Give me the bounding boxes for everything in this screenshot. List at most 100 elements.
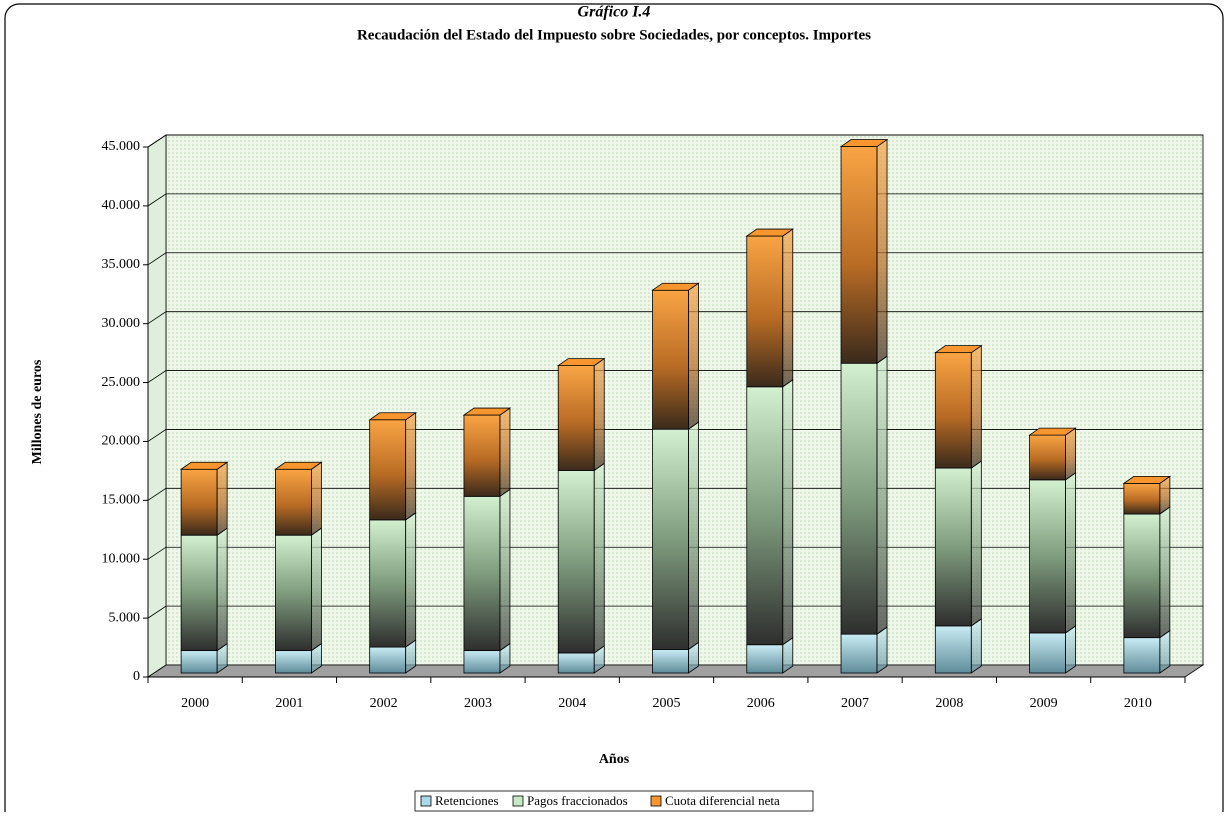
bar-side	[688, 282, 699, 430]
bar-side	[499, 488, 511, 652]
bar-segment	[652, 428, 689, 650]
y-tick-label: 40.000	[102, 198, 141, 213]
x-tick-label: 2001	[275, 696, 303, 711]
bar-top	[1028, 427, 1077, 436]
bar-segment	[275, 534, 312, 652]
y-tick-label: 25.000	[102, 375, 141, 390]
bar-segment	[840, 146, 878, 364]
bar-segment	[1029, 434, 1066, 481]
frame	[4, 3, 1224, 817]
bar-top	[462, 407, 512, 416]
bar-top	[839, 139, 889, 147]
bar-side	[970, 618, 982, 674]
y-axis-label: Millones de euros	[30, 359, 45, 464]
bar-segment	[934, 352, 972, 469]
grid-line	[147, 134, 1203, 148]
chart-subtitle: Recaudación del Estado del Impuesto sobr…	[357, 27, 871, 43]
bar-segment	[463, 650, 501, 674]
bar-side	[311, 461, 322, 536]
bar-side	[216, 527, 228, 652]
bar-side	[405, 412, 417, 521]
bar-segment	[1029, 479, 1066, 634]
bar-segment	[180, 534, 218, 652]
chart-title: Gráfico I.4	[578, 4, 651, 21]
x-tick-label: 2009	[1030, 696, 1058, 711]
x-tick-label: 2010	[1124, 696, 1152, 711]
x-tick-label: 2008	[935, 696, 963, 711]
legend-label: Retenciones	[435, 793, 499, 808]
bar-top	[934, 345, 983, 354]
bar-segment	[557, 470, 595, 654]
bar-top	[1122, 475, 1172, 484]
x-tick-label: 2007	[841, 696, 869, 711]
x-tick-label: 2002	[370, 696, 398, 711]
x-tick-label: 2004	[558, 696, 586, 711]
bar-top	[651, 282, 700, 291]
bar-side	[405, 512, 417, 648]
legend-swatch	[512, 795, 524, 807]
y-tick-label: 5.000	[109, 610, 141, 625]
bar-segment	[369, 519, 407, 648]
side-wall	[147, 134, 167, 678]
bar-side	[216, 461, 228, 536]
bar-segment	[746, 386, 784, 646]
bar-side	[593, 462, 605, 654]
bar-top	[368, 412, 417, 421]
bar-side	[593, 357, 605, 472]
bar-side	[876, 138, 888, 365]
bar-segment	[369, 646, 407, 674]
bar-segment	[1123, 637, 1161, 674]
bar-segment	[463, 414, 501, 497]
legend-swatch	[420, 795, 432, 807]
bar-side	[311, 527, 322, 652]
bar-segment	[1123, 482, 1161, 515]
bar-segment	[652, 649, 689, 674]
y-tick-label: 0	[133, 669, 140, 684]
bar-top	[556, 358, 606, 367]
bar-side	[782, 379, 794, 646]
y-tick-label: 45.000	[102, 139, 141, 154]
y-tick-label: 15.000	[102, 493, 141, 508]
bar-side	[1159, 506, 1171, 639]
bar-segment	[934, 467, 972, 627]
bar-side	[688, 421, 699, 651]
bar-segment	[557, 365, 595, 471]
bar-side	[499, 407, 511, 498]
x-tick-label: 2003	[464, 696, 492, 711]
y-tick-label: 35.000	[102, 257, 141, 272]
bar-segment	[1123, 513, 1161, 639]
bar-segment	[746, 644, 784, 674]
bar-side	[1065, 427, 1076, 481]
bar-segment	[840, 633, 878, 674]
legend-label: Pagos fraccionados	[527, 793, 628, 808]
bar-segment	[463, 495, 501, 652]
bar-side	[782, 228, 794, 388]
bar-segment	[652, 289, 689, 430]
bar-segment	[275, 468, 312, 536]
bar-side	[1065, 472, 1076, 634]
bar-top	[274, 461, 323, 470]
y-tick-label: 30.000	[102, 316, 141, 331]
y-tick-label: 20.000	[102, 434, 141, 449]
legend-label: Cuota diferencial neta	[665, 793, 780, 808]
bar-segment	[180, 468, 218, 536]
bar-segment	[1029, 632, 1066, 674]
x-tick-label: 2005	[653, 696, 681, 711]
x-tick-label: 2000	[181, 696, 209, 711]
bar-top	[179, 461, 229, 470]
bar-side	[970, 460, 982, 627]
bar-segment	[369, 419, 407, 521]
x-tick-label: 2006	[747, 696, 775, 711]
bar-side	[876, 626, 888, 674]
bar-segment	[557, 652, 595, 674]
bar-side	[876, 355, 888, 635]
bar-side	[970, 344, 982, 469]
bar-side	[1065, 625, 1076, 674]
x-axis-label: Años	[599, 752, 630, 767]
bar-segment	[840, 362, 878, 635]
bar-top	[745, 228, 795, 237]
y-tick-label: 10.000	[102, 551, 141, 566]
bar-segment	[275, 650, 312, 674]
bar-segment	[934, 625, 972, 674]
